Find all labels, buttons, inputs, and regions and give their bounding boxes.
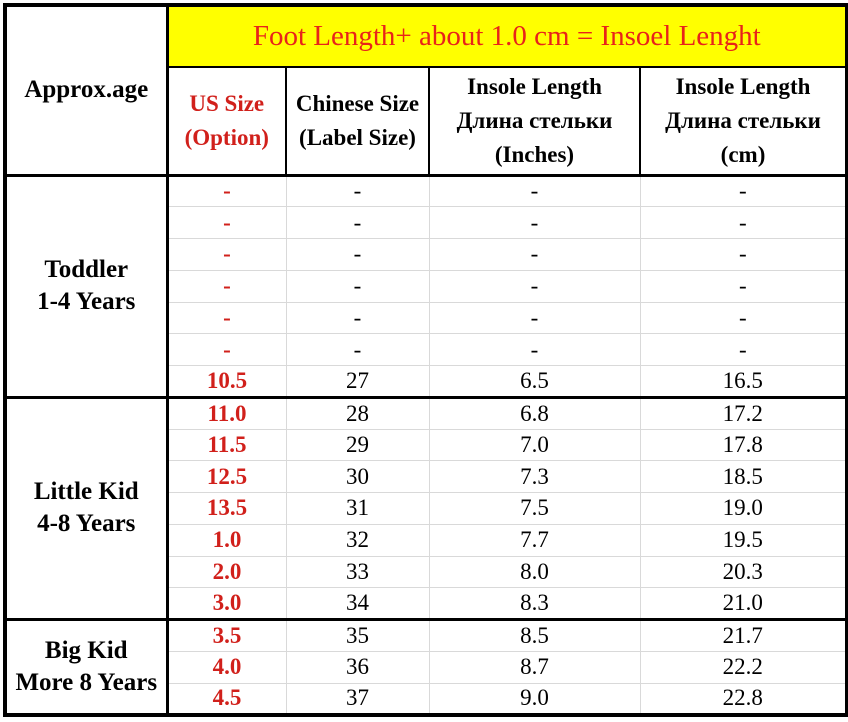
banner-row: Approx.age Foot Length+ about 1.0 cm = I… xyxy=(5,5,848,177)
size-chart-table: Approx.age Foot Length+ about 1.0 cm = I… xyxy=(3,3,848,717)
value-cell: 19.0 xyxy=(639,492,848,525)
value-cell: 34 xyxy=(285,587,430,620)
value-cell: 8.7 xyxy=(428,650,641,684)
us-size-cell: 12.5 xyxy=(166,460,287,493)
us-size-cell: 3.5 xyxy=(166,618,287,652)
value-cell: 6.5 xyxy=(428,365,641,398)
value-cell: - xyxy=(428,301,641,335)
value-cell: 30 xyxy=(285,460,430,493)
table-row: ---- xyxy=(5,238,848,271)
us-size-cell: 2.0 xyxy=(166,555,287,589)
value-cell: 19.5 xyxy=(639,523,848,557)
us-size-cell: - xyxy=(166,333,287,366)
us-size-cell: 4.5 xyxy=(166,682,287,716)
value-cell: - xyxy=(639,206,848,239)
us-size-cell: - xyxy=(166,269,287,303)
us-size-cell: - xyxy=(166,238,287,271)
table-body: Toddler 1-4 Years - - - - - - - - - - - - - - - - - - - - - - -… xyxy=(5,173,848,716)
table-row: 10.5 27 6.5 16.5 xyxy=(5,365,848,398)
value-cell: - xyxy=(428,173,641,208)
value-cell: 17.2 xyxy=(639,395,848,430)
value-cell: - xyxy=(285,206,430,239)
approx-age-header: Approx.age xyxy=(5,5,169,177)
value-cell: 37 xyxy=(285,682,430,716)
table-row: Toddler 1-4 Years - - - - xyxy=(5,173,848,398)
us-size-cell: 13.5 xyxy=(166,492,287,525)
us-size-cell: - xyxy=(166,301,287,335)
value-cell: - xyxy=(639,301,848,335)
age-group-label: Little Kid 4-8 Years xyxy=(5,395,169,620)
table-row: Little Kid 4-8 Years 11.0 28 6.8 17.2 xyxy=(5,395,848,620)
value-cell: 29 xyxy=(285,428,430,462)
us-size-cell: 11.0 xyxy=(166,395,287,430)
value-cell: 32 xyxy=(285,523,430,557)
value-cell: 8.3 xyxy=(428,587,641,620)
value-cell: - xyxy=(639,238,848,271)
value-cell: - xyxy=(285,269,430,303)
value-cell: - xyxy=(639,333,848,366)
table-row: Big Kid More 8 Years 3.5 35 8.5 21.7 xyxy=(5,618,848,715)
column-header-row: US Size (Option) Chinese Size (Label Siz… xyxy=(5,66,848,177)
chinese-size-column-header: Chinese Size (Label Size) xyxy=(285,66,430,177)
value-cell: 33 xyxy=(285,555,430,589)
value-cell: - xyxy=(639,269,848,303)
insole-cm-column-header: Insole Length Длина стельки (cm) xyxy=(638,66,848,177)
value-cell: 17.8 xyxy=(639,428,848,462)
value-cell: 27 xyxy=(285,365,430,398)
table-header: Approx.age Foot Length+ about 1.0 cm = I… xyxy=(5,5,848,177)
value-cell: 8.5 xyxy=(428,618,641,652)
us-size-column-header: US Size (Option) xyxy=(166,66,287,177)
table-row: 11.5 29 7.0 17.8 xyxy=(5,428,848,462)
table-row: ---- xyxy=(5,301,848,335)
value-cell: 21.7 xyxy=(639,618,848,652)
value-cell: 35 xyxy=(285,618,430,652)
banner-title: Foot Length+ about 1.0 cm = Insoel Lengh… xyxy=(165,5,848,68)
table-row: 2.0 33 8.0 20.3 xyxy=(5,555,848,589)
value-cell: 20.3 xyxy=(639,555,848,589)
table-row: ---- xyxy=(5,269,848,303)
value-cell: - xyxy=(428,238,641,271)
value-cell: 36 xyxy=(285,650,430,684)
value-cell: - xyxy=(428,269,641,303)
value-cell: 28 xyxy=(285,395,430,430)
age-group-label: Toddler 1-4 Years xyxy=(5,173,169,398)
value-cell: 7.5 xyxy=(428,492,641,525)
value-cell: 7.0 xyxy=(428,428,641,462)
value-cell: - xyxy=(428,206,641,239)
us-size-cell: 10.5 xyxy=(166,365,287,398)
value-cell: 7.3 xyxy=(428,460,641,493)
us-size-cell: 1.0 xyxy=(166,523,287,557)
table-row: 1.0 32 7.7 19.5 xyxy=(5,523,848,557)
age-group-label: Big Kid More 8 Years xyxy=(5,618,169,715)
value-cell: 22.2 xyxy=(639,650,848,684)
us-size-cell: - xyxy=(166,173,287,208)
table-row: ---- xyxy=(5,206,848,239)
value-cell: 8.0 xyxy=(428,555,641,589)
table-row: 4.5 37 9.0 22.8 xyxy=(5,682,848,716)
value-cell: 18.5 xyxy=(639,460,848,493)
table-row: 4.0 36 8.7 22.2 xyxy=(5,650,848,684)
us-size-cell: 4.0 xyxy=(166,650,287,684)
value-cell: 7.7 xyxy=(428,523,641,557)
value-cell: 16.5 xyxy=(639,365,848,398)
value-cell: 31 xyxy=(285,492,430,525)
us-size-cell: 11.5 xyxy=(166,428,287,462)
value-cell: - xyxy=(428,333,641,366)
value-cell: 22.8 xyxy=(639,682,848,716)
value-cell: - xyxy=(639,173,848,208)
value-cell: - xyxy=(285,238,430,271)
us-size-cell: 3.0 xyxy=(166,587,287,620)
table-row: 12.5 30 7.3 18.5 xyxy=(5,460,848,493)
value-cell: - xyxy=(285,333,430,366)
table-row: 13.5 31 7.5 19.0 xyxy=(5,492,848,525)
value-cell: - xyxy=(285,173,430,208)
value-cell: 9.0 xyxy=(428,682,641,716)
value-cell: 6.8 xyxy=(428,395,641,430)
value-cell: - xyxy=(285,301,430,335)
us-size-cell: - xyxy=(166,206,287,239)
insole-inches-column-header: Insole Length Длина стельки (Inches) xyxy=(428,66,641,177)
value-cell: 21.0 xyxy=(639,587,848,620)
